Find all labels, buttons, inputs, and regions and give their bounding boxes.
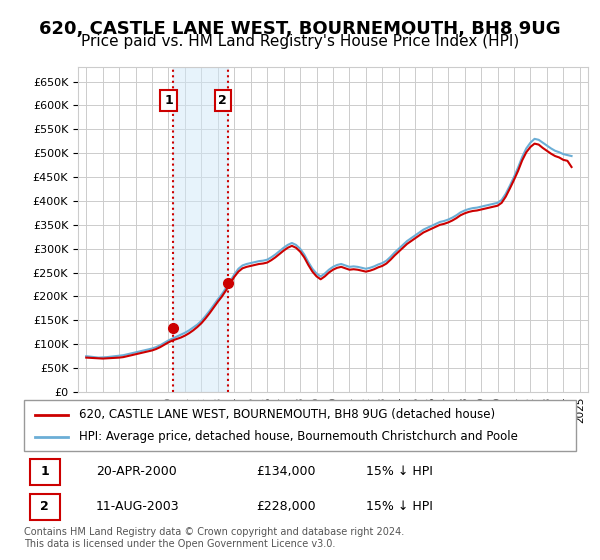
FancyBboxPatch shape bbox=[29, 494, 60, 520]
Text: Contains HM Land Registry data © Crown copyright and database right 2024.
This d: Contains HM Land Registry data © Crown c… bbox=[24, 527, 404, 549]
FancyBboxPatch shape bbox=[29, 459, 60, 485]
Text: 2: 2 bbox=[40, 500, 49, 514]
Text: 20-APR-2000: 20-APR-2000 bbox=[96, 465, 176, 478]
Text: 620, CASTLE LANE WEST, BOURNEMOUTH, BH8 9UG: 620, CASTLE LANE WEST, BOURNEMOUTH, BH8 … bbox=[39, 20, 561, 38]
Text: 1: 1 bbox=[40, 465, 49, 478]
Text: 11-AUG-2003: 11-AUG-2003 bbox=[96, 500, 179, 514]
Bar bbox=[173, 67, 228, 392]
Text: Price paid vs. HM Land Registry's House Price Index (HPI): Price paid vs. HM Land Registry's House … bbox=[81, 34, 519, 49]
Text: £134,000: £134,000 bbox=[256, 465, 316, 478]
Text: £228,000: £228,000 bbox=[256, 500, 316, 514]
FancyBboxPatch shape bbox=[24, 400, 576, 451]
Text: 2: 2 bbox=[218, 94, 227, 107]
Text: 620, CASTLE LANE WEST, BOURNEMOUTH, BH8 9UG (detached house): 620, CASTLE LANE WEST, BOURNEMOUTH, BH8 … bbox=[79, 408, 496, 421]
Text: 15% ↓ HPI: 15% ↓ HPI bbox=[366, 500, 433, 514]
Text: 1: 1 bbox=[164, 94, 173, 107]
Text: 15% ↓ HPI: 15% ↓ HPI bbox=[366, 465, 433, 478]
Text: HPI: Average price, detached house, Bournemouth Christchurch and Poole: HPI: Average price, detached house, Bour… bbox=[79, 430, 518, 443]
